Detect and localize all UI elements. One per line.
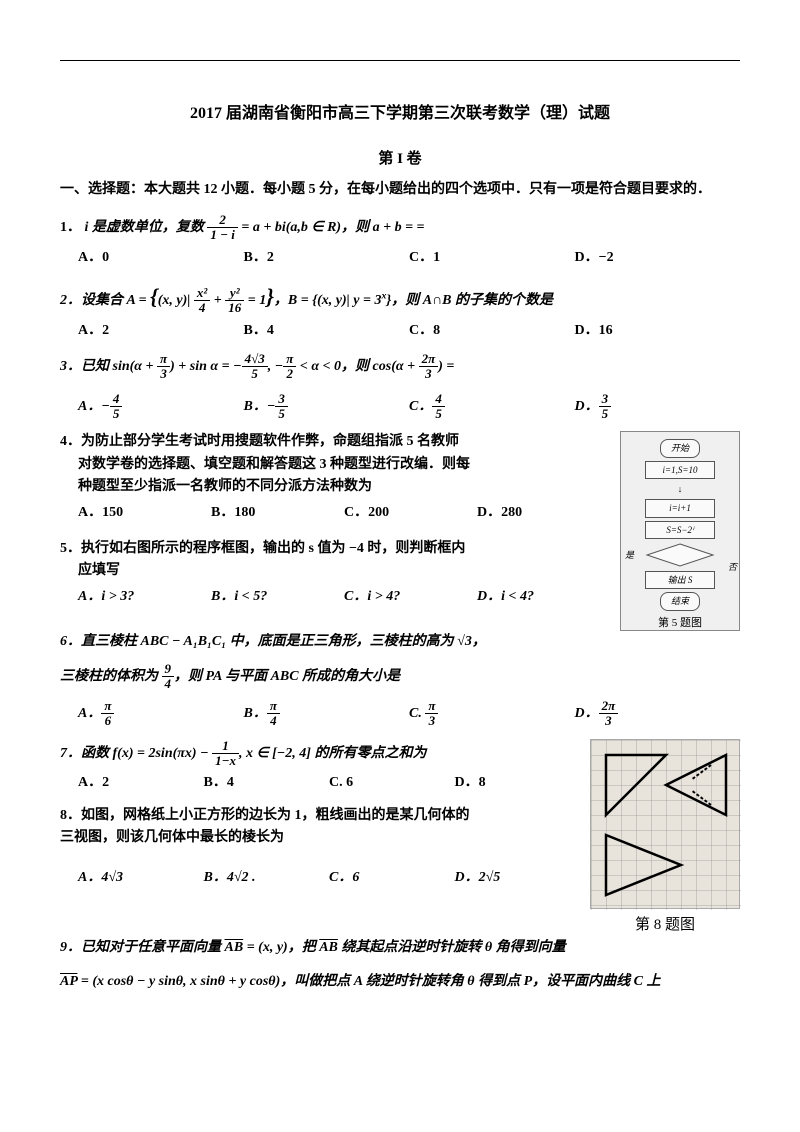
question-1: 1． i 是虚数单位，复数 21 − i = a + bi(a,b ∈ R)，则… [60, 213, 740, 269]
question-3: 3．已知 sin(α + π3) + sin α = −4√35, −π2 < … [60, 352, 740, 421]
q1-opt-a: A．0 [78, 247, 244, 269]
q7-opt-a: A．2 [78, 772, 204, 794]
q6-options: A．π6 B．π4 C. π3 D．2π3 [78, 699, 740, 729]
question-8: 8．如图，网格纸上小正方形的边长为 1，粗线画出的是某几何体的 三视图，则该几何… [60, 805, 740, 893]
q2-opt-c: C．8 [409, 320, 575, 342]
q5-opt-a: A．i > 3? [78, 586, 211, 608]
q3-options: A．−45 B．−35 C．45 D．35 [78, 392, 740, 422]
q1-opt-b: B．2 [244, 247, 410, 269]
q6-opt-b: B．π4 [244, 699, 410, 729]
q8-line1: 如图，网格纸上小正方形的边长为 1，粗线画出的是某几何体的 [81, 808, 470, 823]
q3-opt-a: A．−45 [78, 392, 244, 422]
q6-opt-d: D．2π3 [575, 699, 741, 729]
q2-opt-b: B．4 [244, 320, 410, 342]
q4-prefix: 4． [60, 434, 81, 449]
question-9: 9．已知对于任意平面向量 AB = (x, y)，把 AB 绕其起点沿逆时针旋转… [60, 937, 740, 994]
q2-opt-d: D．16 [575, 320, 741, 342]
question-2: 2．设集合 A = {(x, y)| x²4 + y²16 = 1}，B = {… [60, 279, 740, 342]
q5-line2: 应填写 [78, 560, 740, 582]
question-5: 5．执行如右图所示的程序框图，输出的 s 值为 −4 时，则判断框内 应填写 A… [60, 538, 740, 612]
q4-opt-b: B．180 [211, 502, 344, 524]
q7-opt-d: D．8 [455, 772, 581, 794]
q1-options: A．0 B．2 C．1 D．−2 [78, 247, 740, 269]
q4-opt-d: D．280 [477, 502, 610, 524]
q1-frac-den: 1 − i [207, 228, 238, 242]
q2-options: A．2 B．4 C．8 D．16 [78, 320, 740, 342]
q8-options: A．4√3 B．4√2 . C．6 D．2√5 [78, 867, 580, 892]
q1-prefix: 1． [60, 220, 81, 235]
q8-opt-c: C．6 [329, 867, 455, 889]
q3-opt-b: B．−35 [244, 392, 410, 422]
q3-text: 3．已知 sin(α + π3) + sin α = −4√35, −π2 < … [60, 359, 454, 374]
q1-text: 1． i 是虚数单位，复数 21 − i = a + bi(a,b ∈ R)，则… [60, 220, 425, 235]
grid-label: 第 8 题图 [590, 913, 740, 937]
question-6: 6．直三棱柱 ABC − A₁B₁C₁ 中，底面是正三角形，三棱柱的高为 √3，… [60, 631, 740, 729]
q8-opt-a: A．4√3 [78, 867, 204, 889]
instructions: 一、选择题：本大题共 12 小题．每小题 5 分，在每小题给出的四个选项中．只有… [60, 179, 740, 201]
q8-opt-d: D．2√5 [455, 867, 581, 889]
q4-opt-c: C．200 [344, 502, 477, 524]
q5-prefix: 5． [60, 541, 81, 556]
q4-line2: 对数学卷的选择题、填空题和解答题这 3 种题型进行改编．则每 [78, 454, 740, 476]
q8-line2: 三视图，则该几何体中最长的棱长为 [60, 827, 740, 849]
q6-opt-c: C. π3 [409, 699, 575, 729]
page-top-rule [60, 60, 740, 61]
q8-opt-b: B．4√2 . [204, 867, 330, 889]
exam-title: 2017 届湖南省衡阳市高三下学期第三次联考数学（理）试题 [60, 101, 740, 127]
q3-opt-c: C．45 [409, 392, 575, 422]
q5-opt-b: B．i < 5? [211, 586, 344, 608]
question-7: 7．函数 f(x) = 2sin(πx) − 11−x, x ∈ [−2, 4]… [60, 739, 740, 795]
q5-opt-d: D．i < 4? [477, 586, 610, 608]
question-4: 4．为防止部分学生考试时用搜题软件作弊，命题组指派 5 名教师 对数学卷的选择题… [60, 431, 740, 528]
q4-line3: 种题型至少指派一名教师的不同分派方法种数为 [78, 476, 740, 498]
q5-opt-c: C．i > 4? [344, 586, 477, 608]
q8-prefix: 8． [60, 808, 81, 823]
q3-prefix: 3． [60, 359, 81, 374]
q6-opt-a: A．π6 [78, 699, 244, 729]
q7-opt-c: C. 6 [329, 772, 455, 794]
q7-opt-b: B．4 [204, 772, 330, 794]
q4-line1: 为防止部分学生考试时用搜题软件作弊，命题组指派 5 名教师 [81, 434, 459, 449]
q5-options: A．i > 3? B．i < 5? C．i > 4? D．i < 4? [78, 586, 610, 611]
q7-text: 7．函数 f(x) = 2sin(πx) − 11−x, x ∈ [−2, 4]… [60, 746, 426, 761]
q7-prefix: 7． [60, 746, 81, 761]
q1-text-a: i 是虚数单位，复数 [85, 220, 204, 235]
q2-opt-a: A．2 [78, 320, 244, 342]
section-label: 第 I 卷 [60, 147, 740, 171]
q4-options: A．150 B．180 C．200 D．280 [78, 502, 610, 527]
q1-frac-num: 2 [207, 213, 238, 228]
q7-options: A．2 B．4 C. 6 D．8 [78, 772, 580, 794]
fc-label: 第 5 题图 [625, 615, 735, 633]
q6-prefix: 6． [60, 634, 81, 649]
q5-line1: 执行如右图所示的程序框图，输出的 s 值为 −4 时，则判断框内 [81, 541, 465, 556]
q2-prefix: 2． [60, 293, 81, 308]
q2-text: 2．设集合 A = {(x, y)| x²4 + y²16 = 1}，B = {… [60, 293, 553, 308]
q1-opt-d: D．−2 [575, 247, 741, 269]
q4-opt-a: A．150 [78, 502, 211, 524]
q3-opt-d: D．35 [575, 392, 741, 422]
q9-prefix: 9． [60, 940, 81, 955]
q1-opt-c: C．1 [409, 247, 575, 269]
q1-text-b: = a + bi(a,b ∈ R)，则 a + b = = [241, 220, 424, 235]
